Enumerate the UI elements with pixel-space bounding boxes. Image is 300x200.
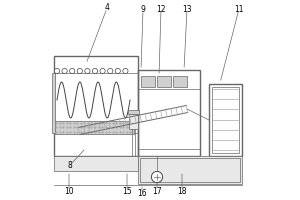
Bar bbox=[209, 84, 242, 156]
Text: 9: 9 bbox=[141, 5, 146, 15]
Bar bbox=[141, 76, 155, 87]
Circle shape bbox=[115, 68, 120, 74]
Text: 15: 15 bbox=[122, 186, 132, 196]
Bar bbox=[140, 158, 240, 182]
Bar bbox=[138, 70, 200, 156]
Text: 11: 11 bbox=[234, 4, 244, 14]
Text: 18: 18 bbox=[177, 186, 187, 196]
Text: 16: 16 bbox=[137, 190, 147, 198]
Bar bbox=[157, 76, 171, 87]
Text: 4: 4 bbox=[105, 3, 110, 12]
Text: 10: 10 bbox=[64, 186, 74, 196]
Circle shape bbox=[152, 171, 163, 183]
Text: 12: 12 bbox=[156, 4, 166, 14]
Circle shape bbox=[77, 68, 83, 74]
Circle shape bbox=[70, 68, 75, 74]
Bar bbox=[54, 121, 134, 134]
Bar bbox=[128, 110, 139, 114]
Bar bbox=[54, 156, 138, 171]
Text: 17: 17 bbox=[152, 186, 162, 196]
Bar bbox=[52, 73, 55, 133]
Circle shape bbox=[85, 68, 90, 74]
Bar bbox=[212, 87, 239, 153]
Circle shape bbox=[54, 68, 60, 74]
Circle shape bbox=[92, 68, 98, 74]
Bar bbox=[54, 56, 138, 156]
Bar bbox=[129, 114, 138, 129]
Bar bbox=[173, 76, 187, 87]
Circle shape bbox=[100, 68, 105, 74]
Circle shape bbox=[62, 68, 67, 74]
Bar bbox=[138, 156, 242, 184]
Text: 13: 13 bbox=[182, 4, 192, 14]
Circle shape bbox=[108, 68, 113, 74]
Circle shape bbox=[123, 68, 128, 74]
Text: 8: 8 bbox=[68, 160, 72, 170]
